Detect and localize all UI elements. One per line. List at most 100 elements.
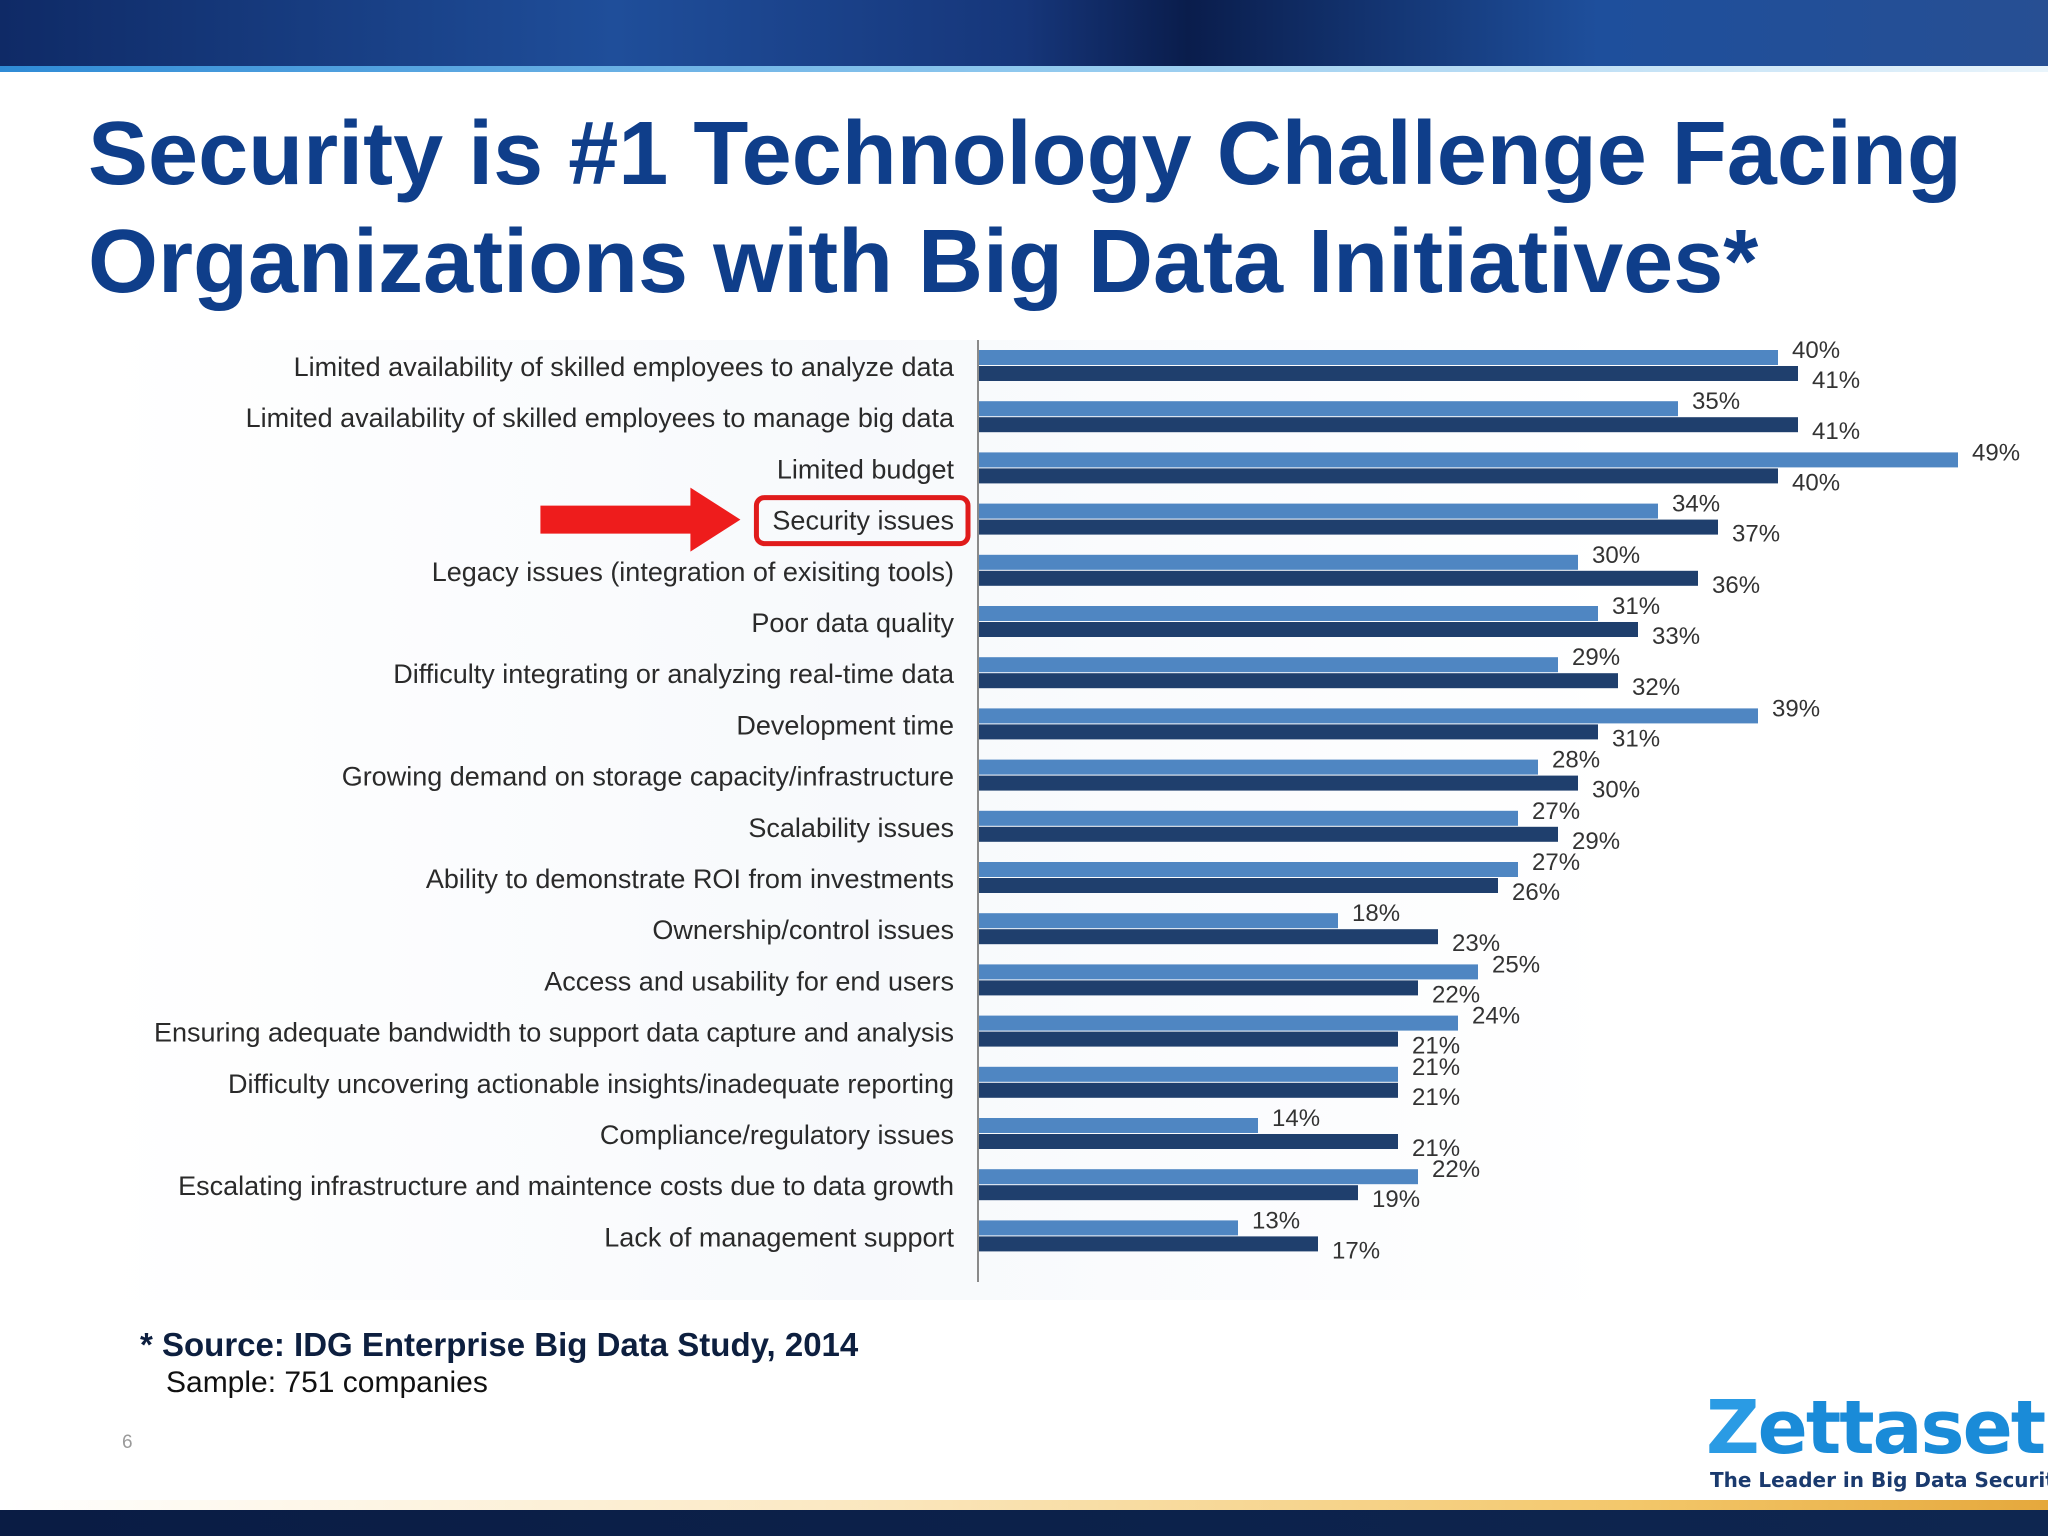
logo-letters-rest: ettaset: [1757, 1385, 2046, 1471]
bar-series-2: [978, 980, 1418, 996]
data-label-series-2: 37%: [1732, 521, 1780, 548]
highlight-box: [753, 495, 971, 547]
category-label: Scalability issues: [748, 813, 954, 843]
slide-title-line-1: Security is #1 Technology Challenge Faci…: [88, 104, 1962, 204]
bar-series-2: [978, 468, 1778, 484]
bar-series-2: [978, 570, 1698, 586]
category-label: Legacy issues (integration of exisiting …: [432, 557, 954, 587]
category-label: Growing demand on storage capacity/infra…: [342, 762, 954, 792]
bar-series-1: [978, 503, 1658, 519]
bar-series-1: [978, 913, 1338, 929]
bar-series-1: [978, 1118, 1258, 1133]
data-label-series-1: 29%: [1572, 644, 1620, 671]
data-label-series-2: 19%: [1372, 1186, 1420, 1213]
data-label-series-2: 21%: [1412, 1033, 1460, 1060]
bar-series-1: [978, 810, 1518, 826]
data-label-series-1: 39%: [1772, 695, 1820, 722]
bar-series-2: [978, 1185, 1358, 1201]
bar-series-1: [978, 401, 1678, 417]
data-label-series-1: 35%: [1692, 388, 1740, 415]
red-arrow-icon: [540, 487, 741, 552]
bar-series-2: [978, 929, 1438, 945]
bar-series-2: [978, 366, 1798, 381]
category-label: Access and usability for end users: [544, 966, 954, 996]
data-label-series-1: 28%: [1552, 747, 1600, 774]
bar-series-1: [978, 1015, 1458, 1031]
data-label-series-2: 36%: [1712, 572, 1760, 599]
bottom-banner: [0, 1510, 2048, 1536]
data-label-series-2: 21%: [1412, 1135, 1460, 1162]
bar-series-2: [978, 673, 1618, 689]
bar-series-2: [978, 417, 1798, 433]
slide-title: Security is #1 Technology Challenge Faci…: [88, 100, 2008, 316]
bar-series-2: [978, 1236, 1318, 1252]
category-label: Poor data quality: [751, 608, 954, 638]
category-label: Ensuring adequate bandwidth to support d…: [154, 1018, 954, 1048]
category-label: Ownership/control issues: [652, 915, 954, 945]
data-label-series-2: 17%: [1332, 1237, 1380, 1264]
bar-series-2: [978, 1134, 1398, 1149]
top-banner: [0, 0, 2048, 66]
category-label: Limited availability of skilled employee…: [294, 352, 955, 382]
data-label-series-2: 22%: [1432, 981, 1480, 1008]
category-label: Security issues: [772, 506, 954, 536]
bar-series-2: [978, 1031, 1398, 1047]
data-label-series-2: 30%: [1592, 777, 1640, 804]
page-number: 6: [122, 1432, 133, 1453]
sample-note: Sample: 751 companies: [166, 1366, 488, 1399]
data-label-series-1: 22%: [1432, 1156, 1480, 1183]
data-label-series-1: 27%: [1532, 798, 1580, 825]
data-label-series-1: 30%: [1592, 542, 1640, 569]
data-label-series-1: 24%: [1472, 1003, 1520, 1030]
data-label-series-1: 27%: [1532, 849, 1580, 876]
data-label-series-1: 18%: [1352, 900, 1400, 927]
bars: [978, 350, 1958, 1252]
bar-chart: Limited availability of skilled employee…: [100, 340, 2020, 1300]
bar-series-1: [978, 350, 1778, 365]
category-label: Escalating infrastructure and maintence …: [178, 1171, 954, 1201]
bar-series-1: [978, 452, 1958, 468]
bar-series-1: [978, 554, 1578, 570]
bar-series-1: [978, 862, 1518, 877]
bar-series-1: [978, 964, 1478, 980]
data-label-series-2: 23%: [1452, 930, 1500, 957]
data-label-series-1: 40%: [1792, 340, 1840, 364]
category-label: Compliance/regulatory issues: [600, 1120, 954, 1150]
data-label-series-2: 31%: [1612, 725, 1660, 752]
category-label: Limited availability of skilled employee…: [246, 403, 955, 433]
bar-series-1: [978, 759, 1538, 775]
category-label: Development time: [736, 710, 954, 740]
data-label-series-1: 13%: [1252, 1207, 1300, 1234]
category-label: Difficulty uncovering actionable insight…: [228, 1069, 954, 1099]
slide-title-line-2: Organizations with Big Data Initiatives*: [88, 212, 1759, 312]
category-label: Lack of management support: [604, 1222, 954, 1252]
bar-series-1: [978, 606, 1598, 621]
highlight-group: [540, 487, 971, 552]
data-label-series-1: 31%: [1612, 593, 1660, 620]
data-label-series-2: 21%: [1412, 1084, 1460, 1111]
data-label-series-1: 21%: [1412, 1054, 1460, 1081]
data-label-series-1: 14%: [1272, 1105, 1320, 1132]
logo-letter-z: Z: [1706, 1385, 1760, 1471]
data-label-series-2: 29%: [1572, 828, 1620, 855]
data-label-series-2: 33%: [1652, 623, 1700, 650]
bar-series-1: [978, 708, 1758, 724]
data-label-series-1: 34%: [1672, 491, 1720, 518]
data-label-series-2: 26%: [1512, 879, 1560, 906]
data-label-series-2: 41%: [1812, 418, 1860, 445]
bottom-glow: [0, 1500, 2048, 1510]
top-banner-stripe: [0, 66, 2048, 72]
data-label-series-2: 41%: [1812, 367, 1860, 394]
data-label-series-1: 49%: [1972, 439, 2020, 466]
data-label-series-2: 40%: [1792, 469, 1840, 496]
category-labels: Limited availability of skilled employee…: [154, 352, 955, 1252]
bar-series-1: [978, 1220, 1238, 1236]
logo-tagline: The Leader in Big Data Security: [1710, 1468, 2048, 1492]
bar-series-2: [978, 724, 1598, 740]
bar-series-1: [978, 1169, 1418, 1185]
zettaset-logo: Zettaset The Leader in Big Data Security: [1706, 1388, 2048, 1498]
source-note: * Source: IDG Enterprise Big Data Study,…: [140, 1326, 859, 1363]
logo-wordmark: Zettaset: [1706, 1385, 2046, 1471]
bar-series-2: [978, 519, 1718, 535]
data-label-series-1: 25%: [1492, 951, 1540, 978]
